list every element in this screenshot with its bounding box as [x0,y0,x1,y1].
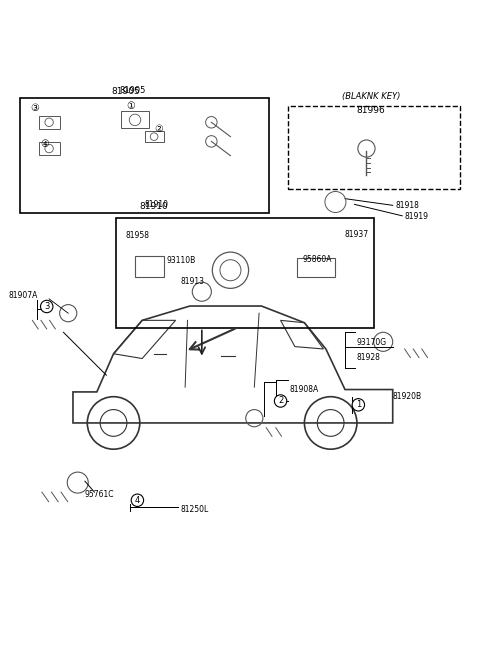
Bar [297,258,336,277]
Text: 81937: 81937 [345,230,369,239]
Text: (BLAKNK KEY): (BLAKNK KEY) [342,92,400,101]
Circle shape [275,395,287,407]
Bar [38,142,60,155]
Text: 81905: 81905 [120,86,146,94]
Text: ①: ① [126,101,134,111]
Text: ③: ③ [30,103,39,113]
Text: 1: 1 [356,400,361,409]
Bar [144,131,164,142]
Text: 81958: 81958 [125,231,149,240]
Bar [21,98,269,213]
Text: 81920B: 81920B [393,392,422,402]
Text: ④: ④ [40,139,48,149]
Circle shape [352,399,364,411]
Text: 95860A: 95860A [302,255,332,264]
Text: 81913: 81913 [180,276,204,286]
Circle shape [131,494,144,506]
Text: 81928: 81928 [357,352,381,362]
Text: 93110B: 93110B [166,256,195,265]
Text: 81919: 81919 [405,212,429,221]
Circle shape [40,300,53,312]
Bar [288,105,459,189]
Bar [38,116,60,128]
Text: 81910: 81910 [144,200,168,209]
Text: 3: 3 [44,302,49,311]
Text: 81250L: 81250L [180,505,209,514]
Text: 81910: 81910 [140,202,168,210]
Text: 95761C: 95761C [85,490,114,499]
Bar [116,217,373,328]
Bar [135,256,164,277]
Bar [120,111,149,128]
Text: 81907A: 81907A [9,291,38,299]
Text: 81996: 81996 [357,106,385,115]
Text: 81908A: 81908A [289,385,318,394]
Text: 81905: 81905 [111,87,140,96]
Text: 93170G: 93170G [357,338,387,347]
Text: ②: ② [155,124,163,134]
Text: 4: 4 [135,496,140,505]
Text: 81918: 81918 [395,201,419,210]
Text: 2: 2 [278,396,283,405]
